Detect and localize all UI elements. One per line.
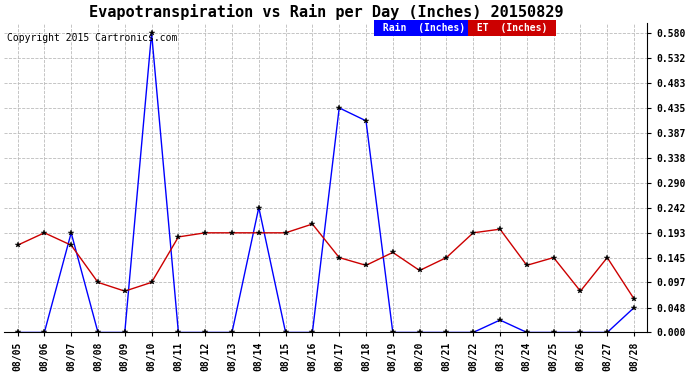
Text: ET  (Inches): ET (Inches) xyxy=(471,23,553,33)
Text: Rain  (Inches): Rain (Inches) xyxy=(377,23,471,33)
Text: Copyright 2015 Cartronics.com: Copyright 2015 Cartronics.com xyxy=(7,33,177,43)
Title: Evapotranspiration vs Rain per Day (Inches) 20150829: Evapotranspiration vs Rain per Day (Inch… xyxy=(88,4,563,20)
